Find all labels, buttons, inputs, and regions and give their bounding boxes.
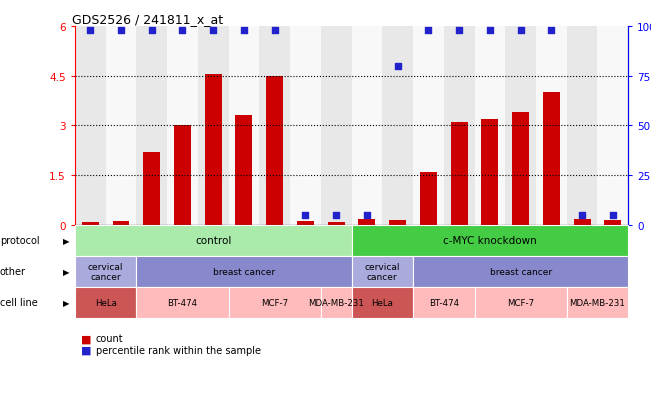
Bar xyxy=(290,27,321,225)
Text: protocol: protocol xyxy=(0,235,40,246)
Text: other: other xyxy=(0,266,26,277)
Bar xyxy=(174,126,191,225)
Bar xyxy=(536,27,567,225)
Text: cervical
cancer: cervical cancer xyxy=(365,262,400,281)
Point xyxy=(393,63,403,70)
Text: MCF-7: MCF-7 xyxy=(261,298,288,307)
Text: MDA-MB-231: MDA-MB-231 xyxy=(570,298,626,307)
Point xyxy=(85,28,96,34)
Bar xyxy=(105,27,136,225)
Point xyxy=(208,28,219,34)
Text: control: control xyxy=(195,235,231,246)
Bar xyxy=(198,27,229,225)
Bar xyxy=(136,27,167,225)
Point xyxy=(484,28,495,34)
Point xyxy=(146,28,157,34)
Bar xyxy=(321,27,352,225)
Text: c-MYC knockdown: c-MYC knockdown xyxy=(443,235,537,246)
Text: ▶: ▶ xyxy=(63,236,70,245)
Bar xyxy=(382,27,413,225)
Bar xyxy=(327,223,344,225)
Bar xyxy=(413,27,444,225)
Text: ▶: ▶ xyxy=(63,298,70,307)
Bar xyxy=(505,27,536,225)
Text: MCF-7: MCF-7 xyxy=(507,298,534,307)
Bar xyxy=(475,27,505,225)
Bar xyxy=(389,221,406,225)
Bar xyxy=(266,76,283,225)
Text: percentile rank within the sample: percentile rank within the sample xyxy=(96,345,260,355)
Point xyxy=(270,28,280,34)
Bar xyxy=(236,116,253,225)
Bar xyxy=(143,152,160,225)
Text: HeLa: HeLa xyxy=(371,298,393,307)
Bar xyxy=(297,221,314,225)
Text: GDS2526 / 241811_x_at: GDS2526 / 241811_x_at xyxy=(72,13,223,26)
Bar xyxy=(75,27,105,225)
Point xyxy=(423,28,434,34)
Bar xyxy=(482,119,498,225)
Bar xyxy=(420,172,437,225)
Point xyxy=(607,212,618,218)
Point xyxy=(239,28,249,34)
Text: ■: ■ xyxy=(81,345,92,355)
Bar xyxy=(598,27,628,225)
Text: BT-474: BT-474 xyxy=(429,298,459,307)
Bar xyxy=(229,27,259,225)
Bar xyxy=(167,27,198,225)
Bar xyxy=(259,27,290,225)
Point xyxy=(362,212,372,218)
Point xyxy=(516,28,526,34)
Text: HeLa: HeLa xyxy=(94,298,117,307)
Bar xyxy=(205,75,221,225)
Text: MDA-MB-231: MDA-MB-231 xyxy=(308,298,364,307)
Text: count: count xyxy=(96,334,123,344)
Point xyxy=(331,212,341,218)
Text: cell line: cell line xyxy=(0,297,38,308)
Bar xyxy=(450,123,467,225)
Text: ▶: ▶ xyxy=(63,267,70,276)
Point xyxy=(577,212,587,218)
Text: cervical
cancer: cervical cancer xyxy=(88,262,123,281)
Bar xyxy=(567,27,598,225)
Bar xyxy=(82,223,99,225)
Point xyxy=(300,212,311,218)
Bar xyxy=(574,219,590,225)
Point xyxy=(116,28,126,34)
Text: breast cancer: breast cancer xyxy=(490,267,551,276)
Bar xyxy=(444,27,475,225)
Bar xyxy=(512,113,529,225)
Text: ■: ■ xyxy=(81,334,92,344)
Point xyxy=(177,28,187,34)
Point xyxy=(546,28,557,34)
Bar xyxy=(352,27,382,225)
Point xyxy=(454,28,464,34)
Bar xyxy=(359,219,376,225)
Bar xyxy=(543,93,560,225)
Bar xyxy=(113,221,130,225)
Text: BT-474: BT-474 xyxy=(167,298,197,307)
Bar xyxy=(604,221,621,225)
Text: breast cancer: breast cancer xyxy=(213,267,275,276)
